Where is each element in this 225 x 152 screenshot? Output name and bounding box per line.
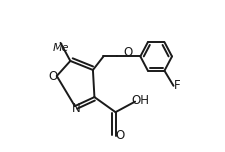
- Text: O: O: [48, 69, 57, 83]
- Text: F: F: [174, 79, 180, 92]
- Text: OH: OH: [132, 94, 150, 107]
- Text: N: N: [71, 102, 80, 115]
- Text: O: O: [124, 46, 133, 59]
- Text: Me: Me: [52, 43, 69, 53]
- Text: O: O: [115, 129, 124, 142]
